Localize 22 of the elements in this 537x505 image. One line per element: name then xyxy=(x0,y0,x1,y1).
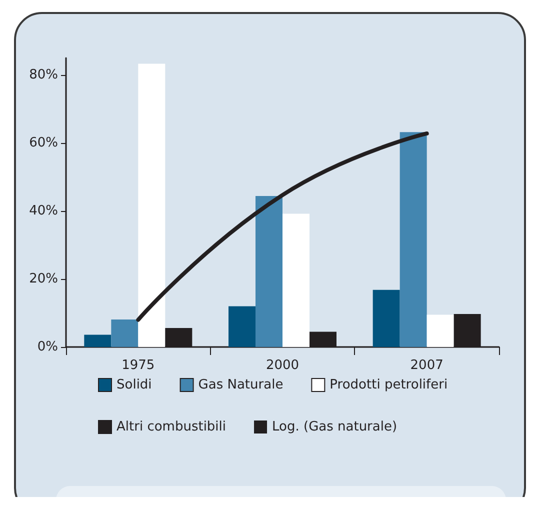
x-tick-label: 1975 xyxy=(122,358,155,373)
y-tick-label: 0% xyxy=(37,340,58,354)
x-tick-label: 2000 xyxy=(266,358,300,373)
bar xyxy=(400,132,427,347)
bar xyxy=(84,334,112,347)
legend-label: Gas Naturale xyxy=(198,378,284,392)
legend-label: Prodotti petroliferi xyxy=(330,378,448,392)
bar xyxy=(138,64,166,347)
legend-label: Log. (Gas naturale) xyxy=(272,420,398,434)
x-tick-label: 2007 xyxy=(410,358,444,373)
legend-label: Solidi xyxy=(116,378,152,392)
bar xyxy=(282,214,310,347)
bar xyxy=(426,314,454,347)
y-tick-label: 60% xyxy=(29,136,58,150)
y-tick-label: 80% xyxy=(29,68,58,82)
bar xyxy=(228,306,256,347)
legend-label: Altri combustibili xyxy=(116,420,226,434)
bar xyxy=(372,290,400,347)
y-tick-label: 20% xyxy=(29,272,58,286)
bar xyxy=(111,319,138,347)
y-tick-label: 40% xyxy=(29,204,58,218)
bar xyxy=(256,196,282,347)
